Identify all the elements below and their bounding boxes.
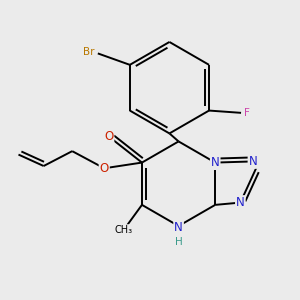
Text: Br: Br xyxy=(83,47,94,57)
Text: N: N xyxy=(174,221,183,234)
Text: O: O xyxy=(104,130,113,143)
Text: F: F xyxy=(244,108,250,118)
Text: N: N xyxy=(211,156,220,169)
Text: N: N xyxy=(236,196,245,209)
Text: H: H xyxy=(175,237,182,247)
Text: CH₃: CH₃ xyxy=(115,225,133,235)
Text: O: O xyxy=(100,162,109,175)
Text: N: N xyxy=(249,155,257,168)
